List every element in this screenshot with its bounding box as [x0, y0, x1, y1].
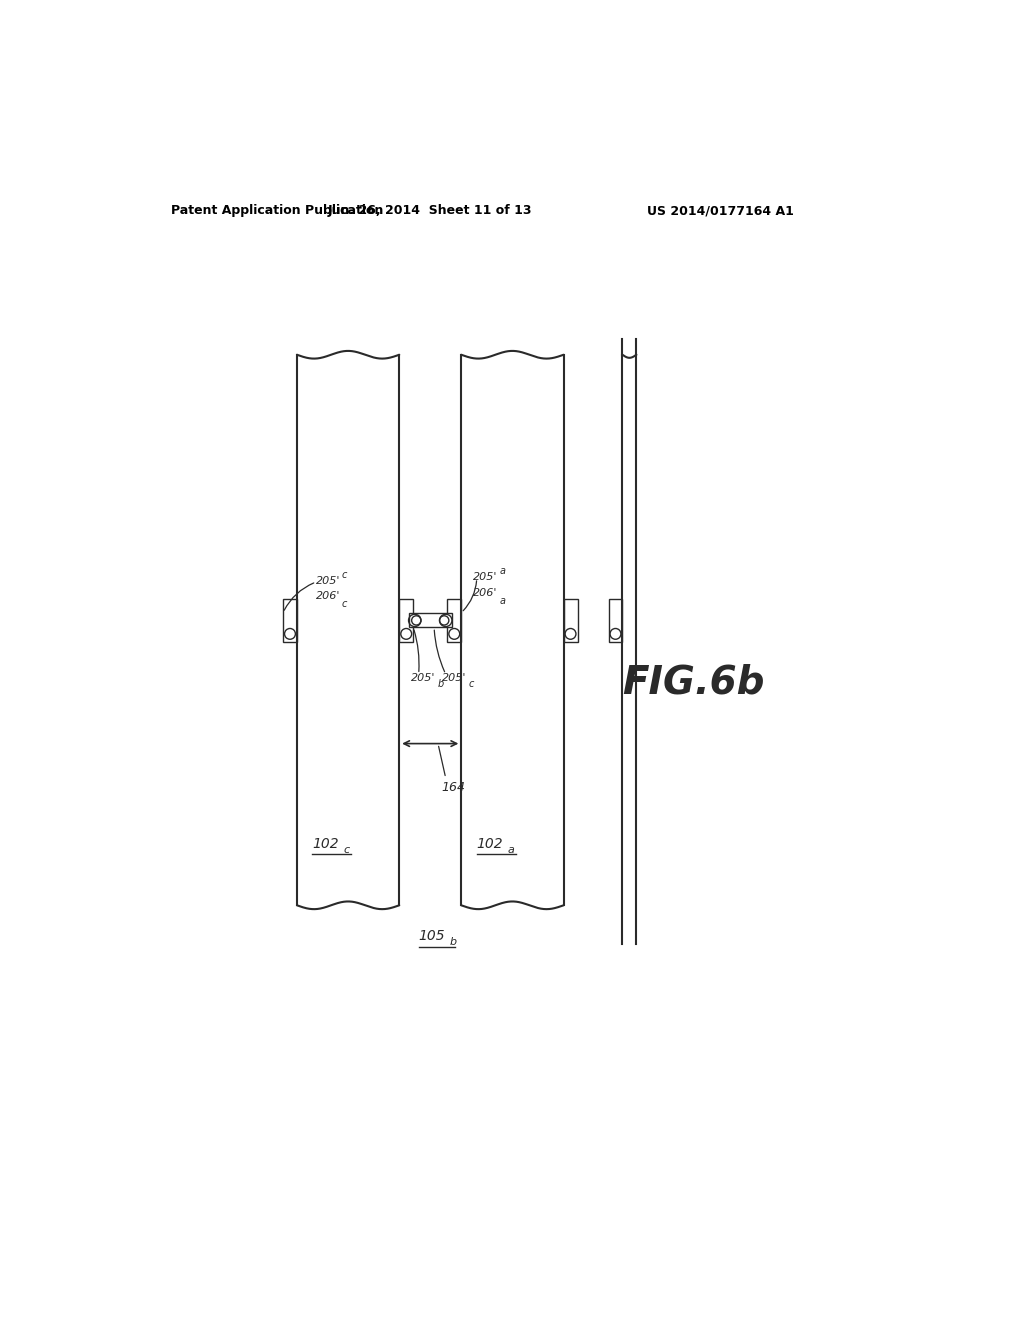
FancyBboxPatch shape [608, 599, 623, 642]
Text: a: a [500, 595, 505, 606]
Text: c: c [342, 599, 347, 609]
FancyBboxPatch shape [409, 614, 452, 627]
FancyBboxPatch shape [283, 599, 297, 642]
Text: FIG.6b: FIG.6b [623, 663, 765, 701]
Text: 206': 206' [315, 591, 340, 601]
FancyBboxPatch shape [447, 599, 461, 642]
Text: c: c [342, 570, 347, 581]
Text: a: a [500, 566, 505, 577]
Text: c: c [468, 678, 473, 689]
Text: 206': 206' [473, 589, 498, 598]
Text: 102: 102 [477, 837, 504, 850]
Text: 205': 205' [315, 576, 340, 586]
Text: 205': 205' [442, 673, 466, 682]
Text: c: c [343, 845, 349, 855]
Text: 105: 105 [419, 929, 445, 942]
Text: Jun. 26, 2014  Sheet 11 of 13: Jun. 26, 2014 Sheet 11 of 13 [328, 205, 532, 218]
Text: a: a [508, 845, 515, 855]
FancyBboxPatch shape [563, 599, 578, 642]
Text: 102: 102 [312, 837, 339, 850]
Text: b: b [437, 678, 443, 689]
FancyBboxPatch shape [399, 599, 414, 642]
Text: US 2014/0177164 A1: US 2014/0177164 A1 [647, 205, 795, 218]
Text: b: b [450, 937, 457, 948]
Text: Patent Application Publication: Patent Application Publication [171, 205, 383, 218]
Text: 164: 164 [442, 780, 466, 793]
Text: 205': 205' [411, 673, 435, 682]
Text: 205': 205' [473, 572, 498, 582]
